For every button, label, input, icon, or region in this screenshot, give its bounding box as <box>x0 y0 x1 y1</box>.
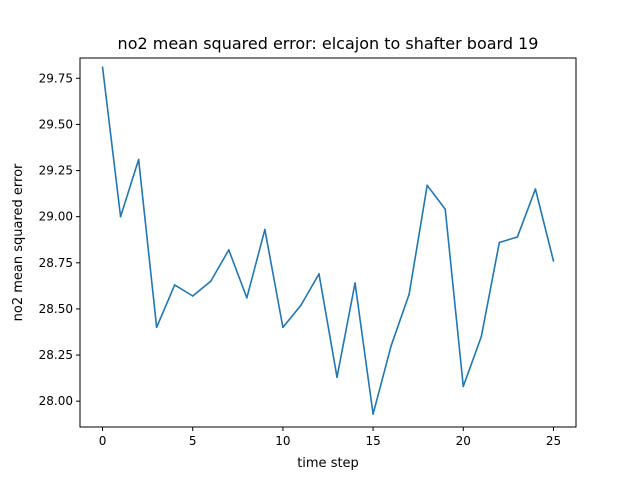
data-point <box>426 184 429 187</box>
series-line <box>101 67 555 415</box>
y-axis-ticks: 28.00 28.25 28.50 28.75 29.00 29.25 29.50 29.75 <box>39 71 80 408</box>
data-point <box>300 304 302 307</box>
y-tick-label: 28.00 <box>39 394 73 408</box>
y-tick-label: 28.75 <box>39 256 73 270</box>
data-point <box>155 326 158 329</box>
y-axis-label: no2 mean squared error <box>11 163 26 321</box>
x-tick-label: 0 <box>99 434 107 448</box>
x-tick-label: 15 <box>365 434 380 448</box>
data-point <box>191 295 194 297</box>
x-tick-label: 5 <box>189 434 197 448</box>
data-point <box>137 158 140 161</box>
data-point <box>318 273 320 275</box>
y-tick-label: 29.75 <box>39 71 73 85</box>
data-point <box>408 293 410 295</box>
data-point <box>480 335 483 338</box>
plot-area <box>101 66 555 415</box>
y-tick-label: 29.00 <box>39 210 73 224</box>
x-axis-ticks: 0 5 10 15 20 25 <box>99 427 561 448</box>
data-point <box>209 280 212 283</box>
x-tick-label: 10 <box>275 434 290 448</box>
data-point <box>246 297 248 299</box>
data-point <box>282 326 284 329</box>
data-point <box>264 228 266 231</box>
data-point <box>119 215 122 218</box>
x-axis-label: time step <box>297 456 359 471</box>
data-point <box>516 236 519 238</box>
data-point <box>372 413 374 415</box>
data-point <box>354 282 356 284</box>
y-tick-label: 28.50 <box>39 302 73 316</box>
data-point <box>101 66 104 69</box>
y-tick-label: 29.50 <box>39 117 73 131</box>
data-point <box>444 208 447 211</box>
x-tick-label: 20 <box>456 434 471 448</box>
axes-frame <box>79 57 577 428</box>
data-point <box>462 385 465 388</box>
y-tick-label: 29.25 <box>39 164 73 178</box>
data-point <box>336 376 338 378</box>
y-tick-label: 28.25 <box>39 348 73 362</box>
data-point <box>534 188 537 190</box>
data-point <box>173 284 176 286</box>
data-point <box>498 241 501 244</box>
data-point <box>552 260 555 262</box>
chart-title: no2 mean squared error: elcajon to shaft… <box>118 34 539 53</box>
data-point <box>228 249 230 251</box>
x-tick-label: 25 <box>546 434 561 448</box>
data-point <box>390 345 392 347</box>
